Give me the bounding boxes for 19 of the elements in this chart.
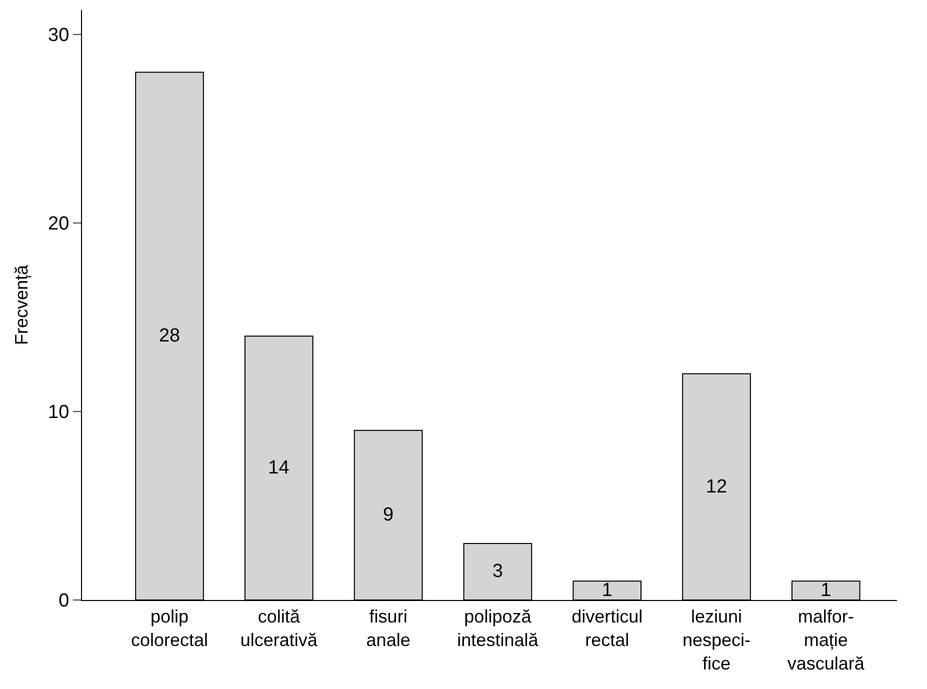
data-label: 1 (602, 580, 612, 602)
y-tick-label: 20 (48, 214, 70, 235)
x-tick-label: fisuri anale (366, 606, 410, 650)
x-tick-label: leziuni nespeci- fice (682, 606, 751, 674)
x-tick-label: malfor- mație vasculară (787, 606, 866, 674)
y-tick-label: 0 (58, 590, 70, 612)
y-axis-title: Frecvență (11, 264, 32, 346)
data-label: 9 (383, 504, 394, 526)
data-label: 12 (706, 476, 728, 498)
data-label: 1 (820, 580, 832, 602)
y-tick-label: 10 (48, 402, 70, 424)
data-label: 28 (158, 326, 180, 347)
data-label: 3 (492, 561, 503, 582)
x-tick-label: colită ulcerativă (240, 606, 318, 650)
y-tick-label: 30 (48, 25, 70, 46)
data-label: 14 (268, 458, 290, 479)
x-tick-label: polip colorectal (130, 606, 208, 650)
x-tick-label: diverticul rectal (572, 606, 643, 650)
x-tick-label: polipoză intestinală (457, 606, 540, 650)
